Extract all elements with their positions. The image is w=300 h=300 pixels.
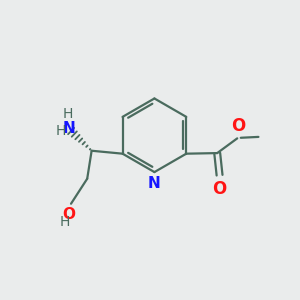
Text: H: H — [56, 124, 67, 138]
Text: H: H — [63, 107, 73, 121]
Text: O: O — [62, 207, 75, 222]
Text: O: O — [212, 181, 227, 199]
Text: O: O — [231, 117, 245, 135]
Text: N: N — [62, 121, 75, 136]
Text: H: H — [60, 215, 70, 229]
Text: N: N — [148, 176, 161, 190]
